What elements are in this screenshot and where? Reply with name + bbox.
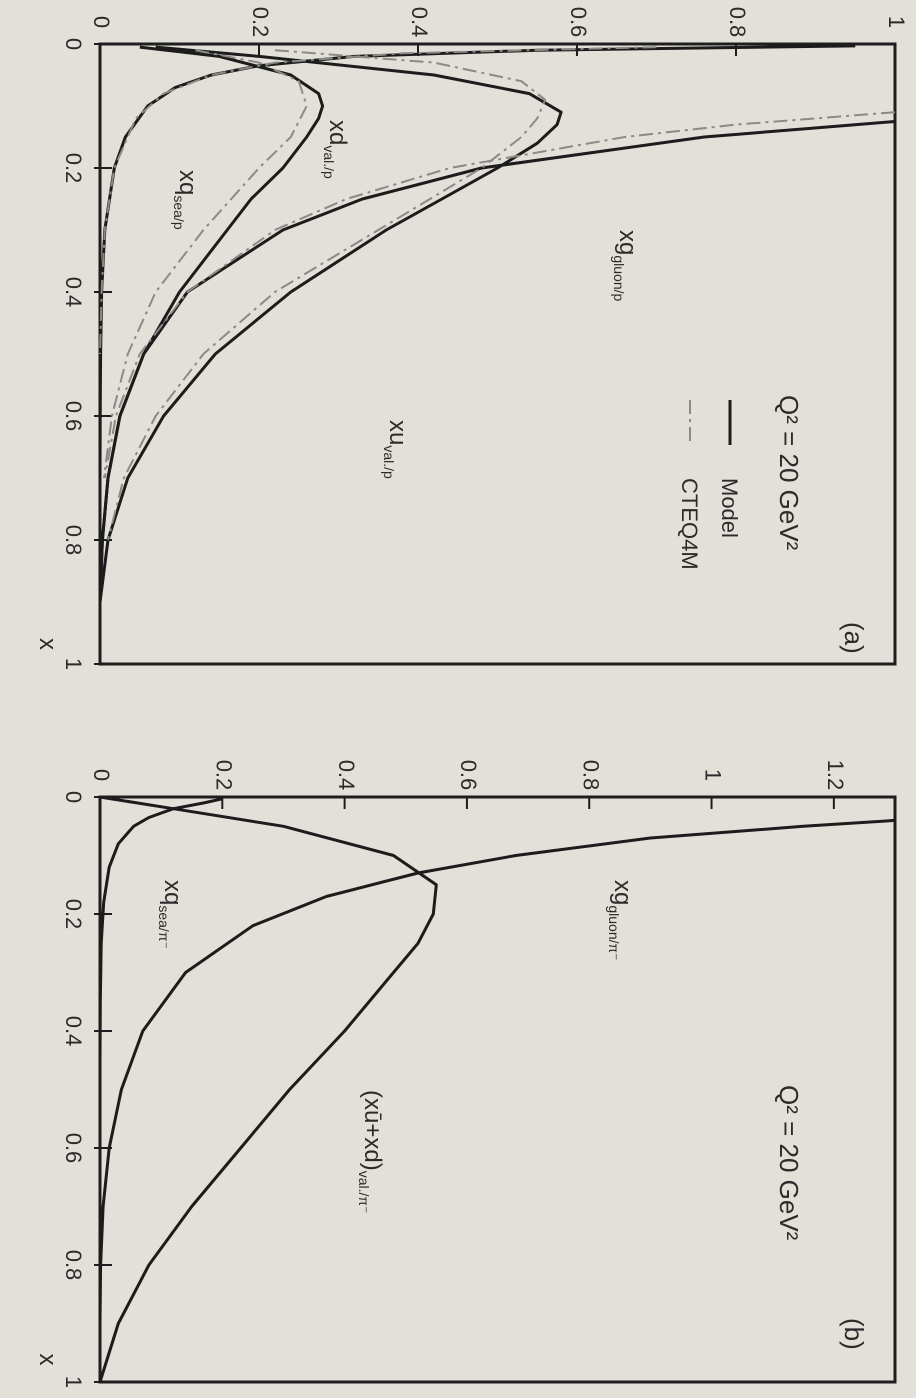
panel-label: (b) xyxy=(839,1318,869,1350)
panel-b-frame xyxy=(98,795,897,1384)
curve-label-xu_val: xuval./p xyxy=(381,420,411,479)
x-tick-label: 0.2 xyxy=(61,153,86,184)
annotation-q2: Q² = 20 GeV² xyxy=(774,1085,804,1241)
y-tick-label: 0.4 xyxy=(407,7,432,38)
curve-label-xg: xggluon/p xyxy=(611,230,641,302)
curve-label-xq_sea: xqsea/p xyxy=(171,170,201,230)
y-tick-label: 0.6 xyxy=(456,760,481,791)
panel-a-labels: x xggluon/p xuval./p xdval./p xqsea/p Q² = 20… xyxy=(34,120,869,654)
series-line-xu_cteq xyxy=(107,49,547,541)
x-tick-label: 0.2 xyxy=(61,899,86,930)
y-tick-label: 1 xyxy=(884,16,909,28)
x-tick-label: 0.8 xyxy=(61,1250,86,1281)
chart-panel-b: 0 0.2 0.4 0.6 0.8 1 1.2 0 0.2 0.4 0.6 0.8 1 x xggluon… xyxy=(34,760,897,1388)
chart-panel-a: 0 0.2 0.4 0.6 0.8 100.20.40.60.81 xxggluon/px… xyxy=(34,7,909,670)
panel-a-frame xyxy=(98,42,897,666)
series-line-xg_pi xyxy=(98,818,896,1324)
y-tick-label: 0.2 xyxy=(248,7,273,38)
curve-label-xg_pi: xggluon/π⁻ xyxy=(606,880,636,961)
series-line-val_pi xyxy=(98,795,438,1383)
x-tick-label: 1 xyxy=(61,1376,86,1388)
panel-b-ticks: 0 0.2 0.4 0.6 0.8 1 1.2 0 0.2 0.4 0.6 0.8 1 xyxy=(61,760,848,1388)
curve-label-xd_val: xdval./p xyxy=(321,120,351,179)
panel-label: (a) xyxy=(839,622,869,654)
curve-label-sea_pi: xqsea/π⁻ xyxy=(156,880,186,949)
panel-b-labels: x xggluon/π⁻ (xū+xd)val./π⁻ xqsea/π⁻ Q² = 20… xyxy=(34,880,869,1366)
y-tick-label: 1 xyxy=(701,769,726,781)
x-tick-label: 0.6 xyxy=(61,1133,86,1164)
y-tick-label: 0.6 xyxy=(566,7,591,38)
legend-label-model: Model xyxy=(717,478,742,538)
y-tick-label: 0.4 xyxy=(334,760,359,791)
y-tick-label: 1.2 xyxy=(823,760,848,791)
x-tick-label: 0.4 xyxy=(61,277,86,308)
series-line-xd_cteq xyxy=(103,49,308,479)
y-tick-label: 0 xyxy=(89,16,114,28)
panel-b-curves xyxy=(98,795,896,1383)
y-tick-label: 0 xyxy=(89,769,114,781)
series-line-xq_sea_cteq xyxy=(99,46,657,355)
y-tick-label: 0.8 xyxy=(578,760,603,791)
series-line-xu_val xyxy=(98,45,563,603)
series-line-xq_sea xyxy=(98,44,856,479)
x-tick-label: 0.8 xyxy=(61,525,86,556)
panel-a-ticks: 0 0.2 0.4 0.6 0.8 1 0 0.2 0.4 0.6 0.8 1 xyxy=(61,7,909,670)
legend-label-cteq4m: CTEQ4M xyxy=(677,478,702,570)
y-tick-label: 0.2 xyxy=(211,760,236,791)
annotation-q2: Q² = 20 GeV² xyxy=(774,395,804,551)
x-axis-label: x xyxy=(34,1354,61,1366)
curve-label-val_pi: (xū+xd)val./π⁻ xyxy=(356,1090,386,1213)
x-tick-label: 1 xyxy=(61,658,86,670)
x-axis-label: x xyxy=(34,638,61,650)
x-tick-label: 0 xyxy=(61,791,86,803)
x-tick-label: 0.6 xyxy=(61,401,86,432)
series-line-xg_cteq xyxy=(103,111,896,479)
panel-a-curves xyxy=(98,44,896,603)
x-tick-label: 0.4 xyxy=(61,1016,86,1047)
x-tick-label: 0 xyxy=(61,38,86,50)
series-line-sea_pi xyxy=(98,797,223,1061)
y-tick-label: 0.8 xyxy=(725,7,750,38)
series-line-xd_val xyxy=(98,45,325,603)
